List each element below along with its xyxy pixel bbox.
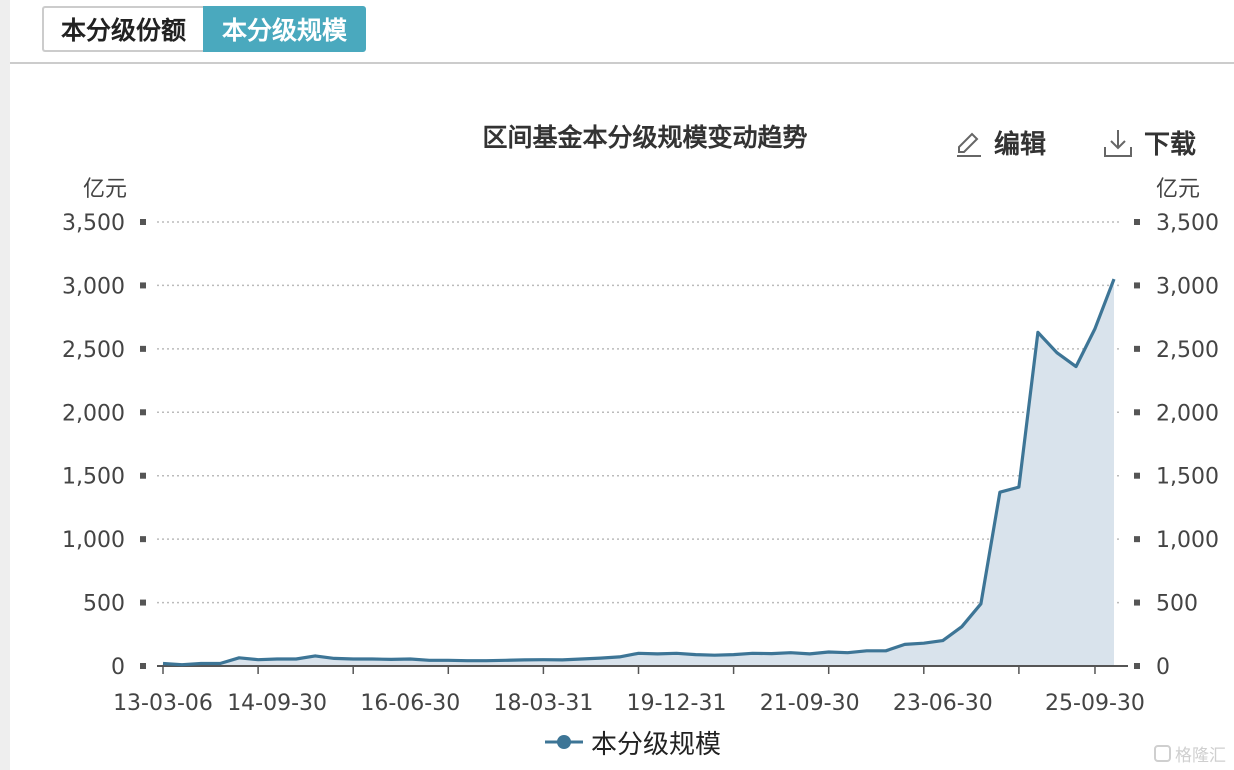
watermark: 格隆汇 [1154,741,1226,766]
left-edge-strip [0,0,10,770]
y-tick-marker-right [1134,599,1140,606]
tab-share[interactable]: 本分级份额 [42,6,204,52]
y-tick-label-right: 3,500 [1156,211,1219,236]
x-tick-label: 19-12-31 [627,691,727,716]
download-label: 下载 [1144,130,1197,160]
y-tick-marker-right [1134,472,1140,479]
y-tick-label-left: 1,000 [62,528,125,553]
y-tick-marker-right [1134,663,1140,669]
y-tick-label-right: 1,500 [1156,465,1219,490]
tab-scale[interactable]: 本分级规模 [203,6,367,52]
chart-title: 区间基金本分级规模变动趋势 [482,123,808,152]
x-tick-label: 21-09-30 [760,691,860,716]
x-tick-label: 14-09-30 [227,691,327,716]
y-tick-label-left: 0 [111,655,125,680]
y-tick-marker-left [140,599,146,606]
chart-legend[interactable]: 本分级规模 [545,725,722,760]
x-tick-label: 16-06-30 [360,691,460,716]
y-tick-label-right: 2,500 [1156,338,1219,363]
header-divider [10,62,1234,64]
series-area [163,279,1114,666]
y-tick-label-right: 0 [1156,655,1170,680]
y-tick-marker-left [140,536,146,543]
y-tick-label-right: 1,000 [1156,528,1219,553]
y-tick-label-right: 3,000 [1156,274,1219,299]
legend-series-label: 本分级规模 [591,729,722,760]
x-tick-label: 13-03-06 [113,691,213,716]
y-tick-label-left: 500 [83,592,125,617]
y-tick-marker-left [140,282,146,289]
y-tick-marker-left [140,472,146,479]
view-tabs: 本分级份额 本分级规模 [42,6,367,52]
y-tick-marker-left [140,409,146,416]
y-tick-marker-right [1134,409,1140,416]
download-button[interactable]: 下载 [1102,124,1196,161]
download-icon [1104,129,1132,157]
x-tick-label: 25-09-30 [1045,691,1145,716]
x-tick-label: 23-06-30 [893,691,993,716]
y-tick-marker-right [1134,345,1140,352]
x-tick-label: 18-03-31 [493,691,593,716]
y-tick-marker-right [1134,282,1140,289]
y-tick-label-left: 3,500 [62,211,125,236]
y-tick-label-left: 2,000 [62,401,125,426]
y-tick-marker-right [1134,536,1140,543]
pencil-icon [957,132,981,157]
y-tick-marker-left [140,663,146,669]
y-tick-label-right: 2,000 [1156,401,1219,426]
y-tick-label-left: 2,500 [62,338,125,363]
y-axis-unit-right: 亿元 [1156,177,1200,202]
y-tick-label-right: 500 [1156,592,1198,617]
y-tick-label-left: 1,500 [62,465,125,490]
legend-line-marker [545,735,583,749]
y-tick-marker-left [140,345,146,352]
edit-button[interactable]: 编辑 [954,124,1046,161]
y-tick-marker-left [140,219,146,225]
watermark-logo-icon [1154,745,1171,762]
series-line [162,278,1116,667]
y-axis-unit-left: 亿元 [83,177,127,202]
y-tick-marker-right [1134,219,1140,225]
edit-label: 编辑 [994,130,1047,160]
y-tick-label-left: 3,000 [62,274,125,299]
watermark-text: 格隆汇 [1175,746,1226,766]
